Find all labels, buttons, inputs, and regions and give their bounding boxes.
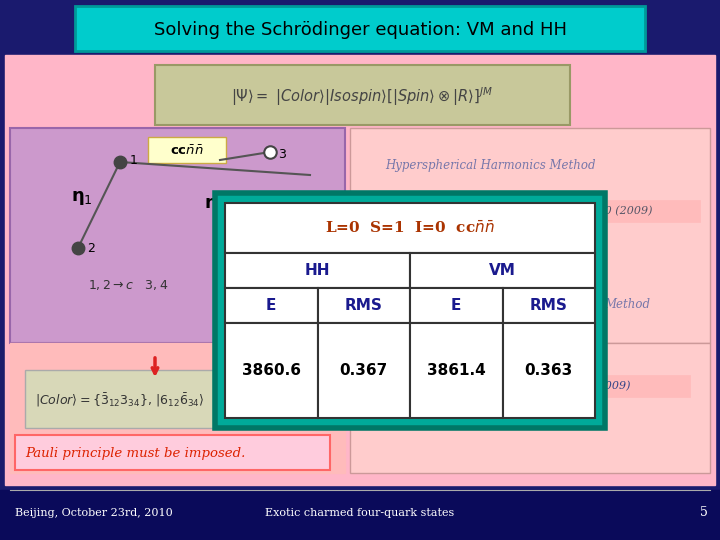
Text: $|\Psi\rangle =\ |Color\rangle|Isospin\rangle[|Spin\rangle\otimes|R\rangle]^{JM}: $|\Psi\rangle =\ |Color\rangle|Isospin\r… [231, 86, 493, 109]
FancyBboxPatch shape [225, 323, 318, 418]
Text: VM: VM [489, 263, 516, 278]
Text: Solving the Schrödinger equation: VM and HH: Solving the Schrödinger equation: VM and… [153, 21, 567, 39]
Text: $\mathbf{\eta}_2$: $\mathbf{\eta}_2$ [204, 196, 226, 214]
Text: J. V., A.V., Symmetry 1, 155 (2009): J. V., A.V., Symmetry 1, 155 (2009) [438, 381, 631, 392]
Text: 3860.6: 3860.6 [242, 363, 301, 378]
FancyBboxPatch shape [225, 203, 595, 253]
Text: Exotic charmed four-quark states: Exotic charmed four-quark states [266, 508, 454, 518]
Text: RMS: RMS [345, 298, 383, 313]
FancyBboxPatch shape [10, 128, 345, 343]
FancyBboxPatch shape [318, 288, 410, 323]
FancyBboxPatch shape [225, 253, 410, 288]
Text: 5: 5 [700, 507, 708, 519]
Text: $\mathbf{\eta}_1$: $\mathbf{\eta}_1$ [71, 189, 93, 207]
FancyBboxPatch shape [5, 55, 715, 485]
FancyBboxPatch shape [225, 203, 595, 418]
Text: RMS: RMS [530, 298, 567, 313]
FancyBboxPatch shape [15, 435, 330, 470]
Text: Method: Method [604, 299, 650, 312]
FancyBboxPatch shape [155, 65, 570, 125]
Text: cc$\bar{n}\bar{n}$: cc$\bar{n}\bar{n}$ [170, 144, 204, 158]
FancyBboxPatch shape [215, 193, 605, 428]
FancyBboxPatch shape [75, 6, 645, 51]
Text: 0.367: 0.367 [340, 363, 388, 378]
Text: 3: 3 [278, 148, 286, 161]
Text: 2: 2 [87, 241, 95, 254]
FancyBboxPatch shape [503, 288, 595, 323]
FancyBboxPatch shape [350, 343, 710, 473]
FancyBboxPatch shape [410, 288, 503, 323]
Text: $|Color\rangle = \{\bar{3}_{12}3_{34}\},\,|6_{12}\bar{6}_{34}\rangle$: $|Color\rangle = \{\bar{3}_{12}3_{34}\},… [35, 392, 204, 409]
FancyBboxPatch shape [0, 490, 720, 540]
Text: v. D79, 074010 (2009): v. D79, 074010 (2009) [527, 206, 653, 216]
Text: HH: HH [305, 263, 330, 278]
FancyBboxPatch shape [148, 137, 226, 163]
Text: 0.363: 0.363 [525, 363, 573, 378]
FancyBboxPatch shape [380, 375, 690, 397]
FancyBboxPatch shape [410, 323, 503, 418]
Text: E: E [266, 298, 276, 313]
Text: Hyperspherical Harmonics Method: Hyperspherical Harmonics Method [384, 159, 595, 172]
FancyBboxPatch shape [503, 323, 595, 418]
FancyBboxPatch shape [10, 343, 345, 473]
Text: 3861.4: 3861.4 [427, 363, 485, 378]
FancyBboxPatch shape [318, 323, 410, 418]
Text: 1: 1 [130, 153, 138, 166]
Text: Beijing, October 23rd, 2010: Beijing, October 23rd, 2010 [15, 508, 173, 518]
FancyBboxPatch shape [410, 253, 595, 288]
FancyBboxPatch shape [225, 288, 318, 323]
FancyBboxPatch shape [25, 370, 325, 428]
Text: Pauli principle must be imposed.: Pauli principle must be imposed. [25, 447, 246, 460]
FancyBboxPatch shape [350, 128, 710, 343]
Text: $1,2\rightarrow c\quad 3,4$: $1,2\rightarrow c\quad 3,4$ [88, 278, 168, 292]
Text: L=0  S=1  I=0  cc$\bar{n}\bar{n}$: L=0 S=1 I=0 cc$\bar{n}\bar{n}$ [325, 220, 495, 236]
FancyBboxPatch shape [480, 200, 700, 222]
Text: E: E [451, 298, 462, 313]
